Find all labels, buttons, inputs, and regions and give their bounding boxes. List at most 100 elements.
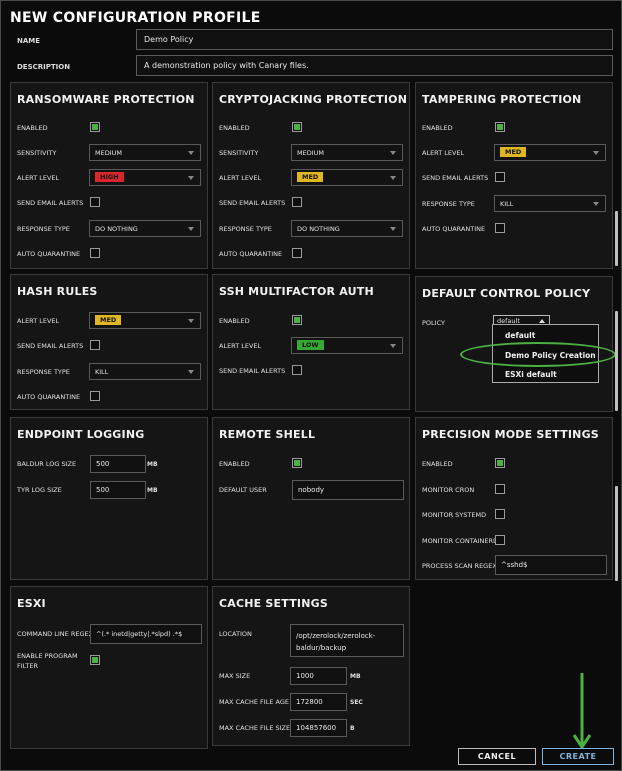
highlight-annotation <box>460 342 616 367</box>
ssh-mfa-panel: SSH MULTIFACTOR AUTH ENABLED ALERT LEVEL… <box>212 274 410 410</box>
ssh-email-label: SEND EMAIL ALERTS <box>219 367 286 375</box>
ransomware-quarantine-checkbox[interactable] <box>90 248 100 258</box>
tampering-quarantine-checkbox[interactable] <box>495 223 505 233</box>
cancel-button[interactable]: CANCEL <box>458 748 536 765</box>
tampering-enabled-checkbox[interactable] <box>495 122 505 132</box>
esxi-panel: ESXI COMMAND LINE REGEX ^(.* inetd|getty… <box>10 586 208 749</box>
default-user-input[interactable]: nobody <box>292 480 404 500</box>
baldur-log-input[interactable]: 500 <box>90 455 146 473</box>
chevron-down-icon <box>593 202 599 206</box>
cryptojacking-panel: CRYPTOJACKING PROTECTION ENABLED SENSITI… <box>212 82 410 269</box>
endpoint-logging-title: ENDPOINT LOGGING <box>17 428 145 441</box>
hash-response-label: RESPONSE TYPE <box>17 368 70 376</box>
max-cache-age-unit: SEC <box>350 699 363 706</box>
policy-option-esxi[interactable]: ESXi default <box>505 370 557 379</box>
esxi-title: ESXI <box>17 597 46 610</box>
policy-label: POLICY <box>422 319 445 327</box>
tyr-log-label: TYR LOG SIZE <box>17 486 62 494</box>
scrollbar-thumb[interactable] <box>615 486 618 581</box>
max-cache-age-input[interactable]: 172800 <box>290 693 347 711</box>
cryptojacking-sensitivity-select[interactable]: MEDIUM <box>291 144 403 161</box>
cryptojacking-email-checkbox[interactable] <box>292 197 302 207</box>
hash-email-checkbox[interactable] <box>90 340 100 350</box>
monitor-containerd-checkbox[interactable] <box>495 535 505 545</box>
cryptojacking-response-select[interactable]: DO NOTHING <box>291 220 403 237</box>
ransomware-alert-label: ALERT LEVEL <box>17 174 60 182</box>
chevron-down-icon <box>188 370 194 374</box>
max-size-input[interactable]: 1000 <box>290 667 347 685</box>
precision-mode-panel: PRECISION MODE SETTINGS ENABLED MONITOR … <box>415 417 613 580</box>
tyr-log-input[interactable]: 500 <box>90 481 146 499</box>
scrollbar-thumb[interactable] <box>615 311 618 411</box>
precision-enabled-checkbox[interactable] <box>495 458 505 468</box>
description-label: DESCRIPTION <box>17 63 71 71</box>
cryptojacking-email-label: SEND EMAIL ALERTS <box>219 199 286 207</box>
precision-mode-title: PRECISION MODE SETTINGS <box>422 428 599 441</box>
cache-settings-title: CACHE SETTINGS <box>219 597 328 610</box>
chevron-down-icon <box>188 151 194 155</box>
max-cache-file-size-input[interactable]: 104857600 <box>290 719 347 737</box>
remote-shell-enabled-checkbox[interactable] <box>292 458 302 468</box>
command-line-regex-label: COMMAND LINE REGEX <box>17 630 94 638</box>
location-input[interactable]: /opt/zerolock/zerolock- baldur/backup <box>290 624 404 657</box>
ransomware-enabled-label: ENABLED <box>17 124 48 132</box>
create-button[interactable]: CREATE <box>542 748 614 765</box>
default-control-title: DEFAULT CONTROL POLICY <box>422 287 591 300</box>
ransomware-email-checkbox[interactable] <box>90 197 100 207</box>
ransomware-alert-select[interactable]: HIGH <box>89 169 201 186</box>
policy-option-default[interactable]: default <box>505 331 536 340</box>
ransomware-response-select[interactable]: DO NOTHING <box>89 220 201 237</box>
tampering-email-checkbox[interactable] <box>495 172 505 182</box>
remote-shell-title: REMOTE SHELL <box>219 428 316 441</box>
scrollbar-thumb[interactable] <box>615 211 618 266</box>
cryptojacking-sensitivity-label: SENSITIVITY <box>219 149 259 157</box>
cryptojacking-alert-label: ALERT LEVEL <box>219 174 262 182</box>
description-input[interactable]: A demonstration policy with Canary files… <box>136 55 613 76</box>
monitor-systemd-label: MONITOR SYSTEMD <box>422 511 487 519</box>
cryptojacking-alert-select[interactable]: MED <box>291 169 403 186</box>
ransomware-response-label: RESPONSE TYPE <box>17 225 70 233</box>
chevron-down-icon <box>390 227 396 231</box>
process-scan-regex-label: PROCESS SCAN REGEX <box>422 562 497 570</box>
tampering-alert-select[interactable]: MED <box>494 144 606 161</box>
remote-shell-enabled-label: ENABLED <box>219 460 250 468</box>
ssh-email-checkbox[interactable] <box>292 365 302 375</box>
ransomware-email-label: SEND EMAIL ALERTS <box>17 199 84 207</box>
location-label: LOCATION <box>219 630 252 638</box>
alert-level-badge: MED <box>95 315 122 325</box>
hash-alert-label: ALERT LEVEL <box>17 317 60 325</box>
cryptojacking-enabled-label: ENABLED <box>219 124 250 132</box>
chevron-down-icon <box>188 176 194 180</box>
ransomware-title: RANSOMWARE PROTECTION <box>17 93 195 106</box>
alert-level-badge: HIGH <box>95 172 124 182</box>
baldur-log-label: BALDUR LOG SIZE <box>17 460 77 468</box>
ransomware-sensitivity-select[interactable]: MEDIUM <box>89 144 201 161</box>
tampering-email-label: SEND EMAIL ALERTS <box>422 174 489 182</box>
enable-program-filter-checkbox[interactable] <box>90 655 100 665</box>
tampering-response-label: RESPONSE TYPE <box>422 200 475 208</box>
hash-quarantine-checkbox[interactable] <box>90 391 100 401</box>
command-line-regex-input[interactable]: ^(.* inetd|getty|.*slpd) .*$ <box>90 624 202 644</box>
name-input[interactable]: Demo Policy <box>136 29 613 50</box>
enable-program-filter-label-2: FILTER <box>17 662 38 670</box>
ssh-enabled-checkbox[interactable] <box>292 315 302 325</box>
chevron-down-icon <box>593 151 599 155</box>
hash-alert-select[interactable]: MED <box>89 312 201 329</box>
alert-level-badge: LOW <box>297 340 324 350</box>
name-label: NAME <box>17 37 41 45</box>
ransomware-enabled-checkbox[interactable] <box>90 122 100 132</box>
process-scan-regex-input[interactable]: ^sshd$ <box>495 555 607 575</box>
max-cache-file-size-label: MAX CACHE FILE SIZE <box>219 724 291 732</box>
hash-response-select[interactable]: KILL <box>89 363 201 380</box>
monitor-cron-checkbox[interactable] <box>495 484 505 494</box>
monitor-systemd-checkbox[interactable] <box>495 509 505 519</box>
tampering-response-select[interactable]: KILL <box>494 195 606 212</box>
cryptojacking-enabled-checkbox[interactable] <box>292 122 302 132</box>
cryptojacking-quarantine-checkbox[interactable] <box>292 248 302 258</box>
cache-settings-panel: CACHE SETTINGS LOCATION /opt/zerolock/ze… <box>212 586 410 746</box>
ransomware-sensitivity-label: SENSITIVITY <box>17 149 57 157</box>
ssh-mfa-title: SSH MULTIFACTOR AUTH <box>219 285 374 298</box>
hash-rules-title: HASH RULES <box>17 285 98 298</box>
ssh-alert-select[interactable]: LOW <box>291 337 403 354</box>
